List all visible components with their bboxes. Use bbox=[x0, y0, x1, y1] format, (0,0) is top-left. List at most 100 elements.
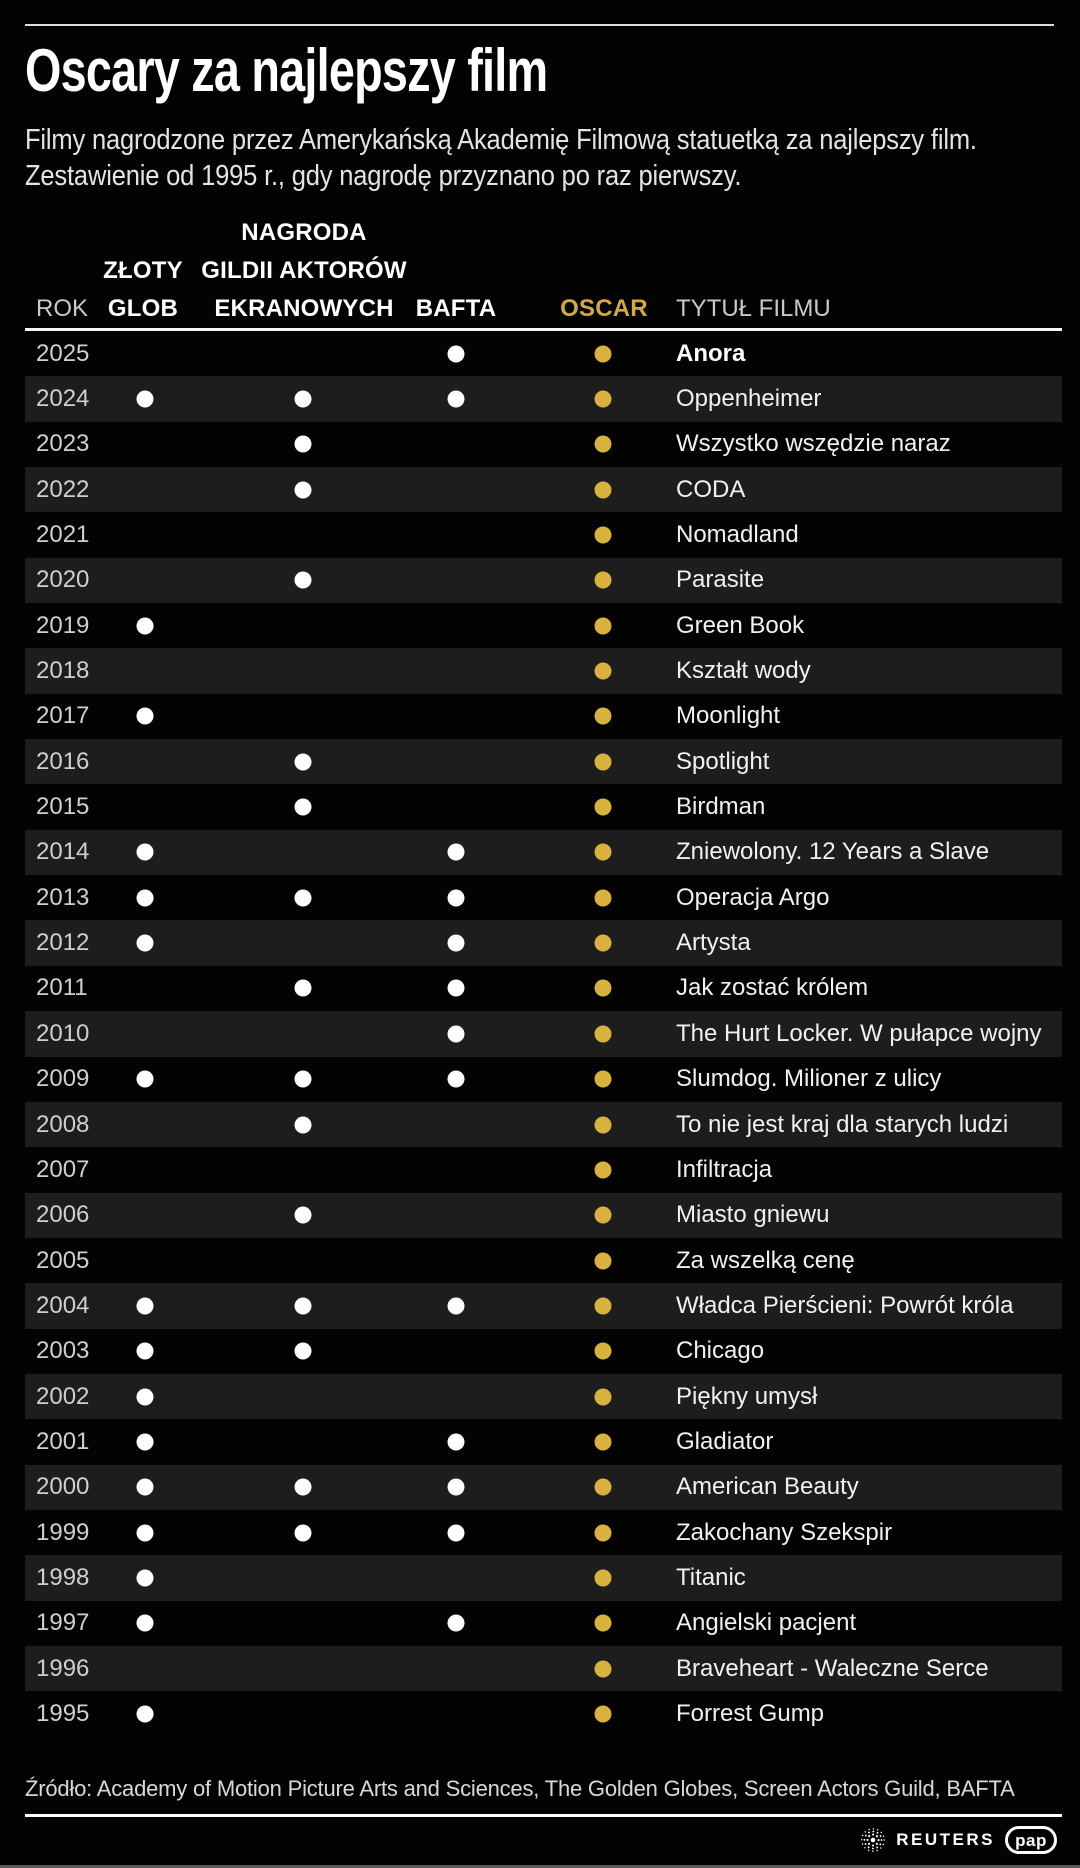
reuters-wordmark: REUTERS bbox=[896, 1830, 995, 1849]
sag-award-dot bbox=[294, 753, 312, 771]
year-cell: 2023 bbox=[36, 430, 90, 458]
film-title-cell: Artysta bbox=[676, 929, 751, 957]
film-title-cell: Anora bbox=[676, 339, 746, 367]
film-title-cell: Forrest Gump bbox=[676, 1699, 825, 1727]
golden-globe-dot bbox=[136, 707, 154, 725]
oscar-dot bbox=[594, 662, 612, 680]
year-cell: 2020 bbox=[36, 566, 90, 594]
oscar-dot bbox=[594, 617, 612, 635]
oscar-dot bbox=[594, 481, 612, 499]
oscar-dot bbox=[594, 1660, 612, 1678]
oscar-dot bbox=[594, 1705, 612, 1723]
oscar-dot bbox=[594, 798, 612, 816]
year-cell: 1997 bbox=[36, 1609, 90, 1637]
oscar-dot bbox=[594, 1614, 612, 1632]
year-cell: 2011 bbox=[36, 974, 88, 1002]
bafta-dot bbox=[447, 843, 465, 861]
sag-award-dot bbox=[294, 1116, 312, 1134]
film-title-cell: Nomadland bbox=[676, 521, 799, 549]
film-title-cell: Slumdog. Milioner z ulicy bbox=[676, 1065, 942, 1093]
golden-globe-dot bbox=[136, 934, 154, 952]
year-cell: 2016 bbox=[36, 747, 90, 775]
table-row: 2011 Jak zostać królem bbox=[25, 966, 1062, 1011]
table-row: 2020 Parasite bbox=[25, 557, 1062, 604]
film-title-cell: Gladiator bbox=[676, 1427, 774, 1455]
table-row: 2016 Spotlight bbox=[25, 739, 1062, 785]
table-row: 2007 Infiltracja bbox=[25, 1147, 1062, 1192]
publisher-logos: REUTERS pap bbox=[860, 1826, 1057, 1854]
oscar-dot bbox=[594, 571, 612, 589]
table-row: 2017 Moonlight bbox=[25, 694, 1062, 739]
oscar-dot bbox=[594, 979, 612, 997]
table-row: 2015 Birdman bbox=[25, 784, 1062, 829]
oscar-dot bbox=[594, 1025, 612, 1043]
film-title-cell: Green Book bbox=[676, 611, 805, 639]
table-row: 2025 Anora bbox=[25, 331, 1062, 376]
awards-table: 2025 Anora 2024 Oppenheimer 2023 Wszystk… bbox=[25, 331, 1062, 1737]
film-title-cell: Moonlight bbox=[676, 702, 781, 730]
column-header-globe-line1: ZŁOTY bbox=[103, 257, 183, 284]
year-cell: 1998 bbox=[36, 1563, 90, 1591]
golden-globe-dot bbox=[136, 889, 154, 907]
golden-globe-dot bbox=[136, 1524, 154, 1542]
year-cell: 2009 bbox=[36, 1065, 90, 1093]
sag-award-dot bbox=[294, 571, 312, 589]
oscar-dot bbox=[594, 843, 612, 861]
film-title-cell: Braveheart - Waleczne Serce bbox=[676, 1654, 989, 1682]
oscar-dot bbox=[594, 1070, 612, 1088]
sag-award-dot bbox=[294, 390, 312, 408]
subtitle-line-2: Zestawienie od 1995 r., gdy nagrodę przy… bbox=[25, 160, 742, 192]
film-title-cell: Birdman bbox=[676, 793, 766, 821]
oscar-dot bbox=[594, 345, 612, 363]
golden-globe-dot bbox=[136, 1705, 154, 1723]
sag-award-dot bbox=[294, 1524, 312, 1542]
bafta-dot bbox=[447, 1524, 465, 1542]
film-title-cell: Titanic bbox=[676, 1563, 746, 1591]
table-row: 2010 The Hurt Locker. W pułapce wojny bbox=[25, 1011, 1062, 1057]
bafta-dot bbox=[447, 1070, 465, 1088]
oscar-dot bbox=[594, 1161, 612, 1179]
golden-globe-dot bbox=[136, 1297, 154, 1315]
sag-award-dot bbox=[294, 1206, 312, 1224]
year-cell: 2012 bbox=[36, 929, 90, 957]
golden-globe-dot bbox=[136, 1478, 154, 1496]
bafta-dot bbox=[447, 1025, 465, 1043]
bafta-dot bbox=[447, 889, 465, 907]
table-row: 1996 Braveheart - Waleczne Serce bbox=[25, 1645, 1062, 1692]
golden-globe-dot bbox=[136, 1433, 154, 1451]
year-cell: 2021 bbox=[36, 521, 90, 549]
table-row: 2013 Operacja Argo bbox=[25, 875, 1062, 920]
bafta-dot bbox=[447, 1478, 465, 1496]
bottom-edge-strip bbox=[0, 1865, 1080, 1868]
sag-award-dot bbox=[294, 979, 312, 997]
oscar-dot bbox=[594, 753, 612, 771]
column-header-sag-line1: NAGRODA bbox=[241, 219, 367, 246]
oscar-dot bbox=[594, 526, 612, 544]
oscar-dot bbox=[594, 707, 612, 725]
column-header-year: ROK bbox=[36, 295, 89, 322]
year-cell: 2014 bbox=[36, 838, 90, 866]
film-title-cell: Zakochany Szekspir bbox=[676, 1518, 893, 1546]
page-title: Oscary za najlepszy film bbox=[25, 37, 548, 104]
bafta-dot bbox=[447, 1614, 465, 1632]
year-cell: 2024 bbox=[36, 385, 90, 413]
film-title-cell: Infiltracja bbox=[676, 1155, 773, 1183]
pap-logo: pap bbox=[1005, 1826, 1057, 1854]
year-cell: 2022 bbox=[36, 475, 90, 503]
column-header-oscar: OSCAR bbox=[560, 295, 648, 322]
column-header-globe-line2: GLOB bbox=[107, 295, 179, 322]
golden-globe-dot bbox=[136, 1342, 154, 1360]
year-cell: 2003 bbox=[36, 1337, 90, 1365]
table-row: 1998 Titanic bbox=[25, 1555, 1062, 1601]
oscar-dot bbox=[594, 889, 612, 907]
film-title-cell: Piękny umysł bbox=[676, 1382, 818, 1410]
sag-award-dot bbox=[294, 1070, 312, 1088]
year-cell: 1995 bbox=[36, 1699, 90, 1727]
table-row: 2008 To nie jest kraj dla starych ludzi bbox=[25, 1101, 1062, 1148]
film-title-cell: Angielski pacjent bbox=[676, 1609, 857, 1637]
table-row: 2021 Nomadland bbox=[25, 512, 1062, 557]
table-row: 2019 Green Book bbox=[25, 603, 1062, 648]
subtitle-line-1: Filmy nagrodzone przez Amerykańską Akade… bbox=[25, 124, 977, 156]
year-cell: 2017 bbox=[36, 702, 90, 730]
